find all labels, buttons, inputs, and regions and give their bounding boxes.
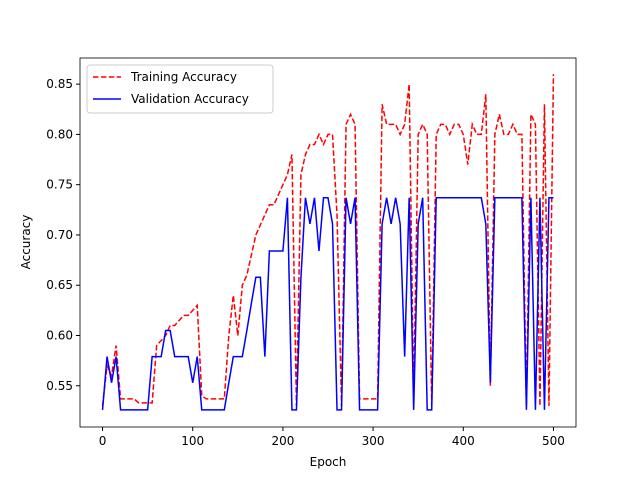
- y-axis-label: Accuracy: [19, 215, 33, 270]
- y-tick-label: 0.85: [46, 77, 73, 91]
- x-tick-label: 100: [181, 434, 204, 448]
- x-tick-label: 400: [452, 434, 475, 448]
- data-line: [101, 74, 555, 406]
- y-tick-label: 0.60: [46, 329, 73, 343]
- x-tick-label: 500: [542, 434, 565, 448]
- y-tick-label: 0.70: [46, 228, 73, 242]
- y-tick-label: 0.80: [46, 127, 73, 141]
- y-tick-label: 0.75: [46, 178, 73, 192]
- legend-box: [86, 64, 274, 114]
- x-tick-label: 300: [362, 434, 385, 448]
- plot-frame: [79, 57, 577, 428]
- y-tick-label: 0.65: [46, 278, 73, 292]
- x-tick-label: 0: [99, 434, 107, 448]
- data-line: [101, 197, 554, 411]
- x-axis-label: Epoch: [310, 455, 347, 469]
- x-tick-label: 200: [271, 434, 294, 448]
- legend-label: Training Accuracy: [130, 70, 237, 84]
- y-tick-label: 0.55: [46, 379, 73, 393]
- legend-label: Validation Accuracy: [131, 92, 249, 106]
